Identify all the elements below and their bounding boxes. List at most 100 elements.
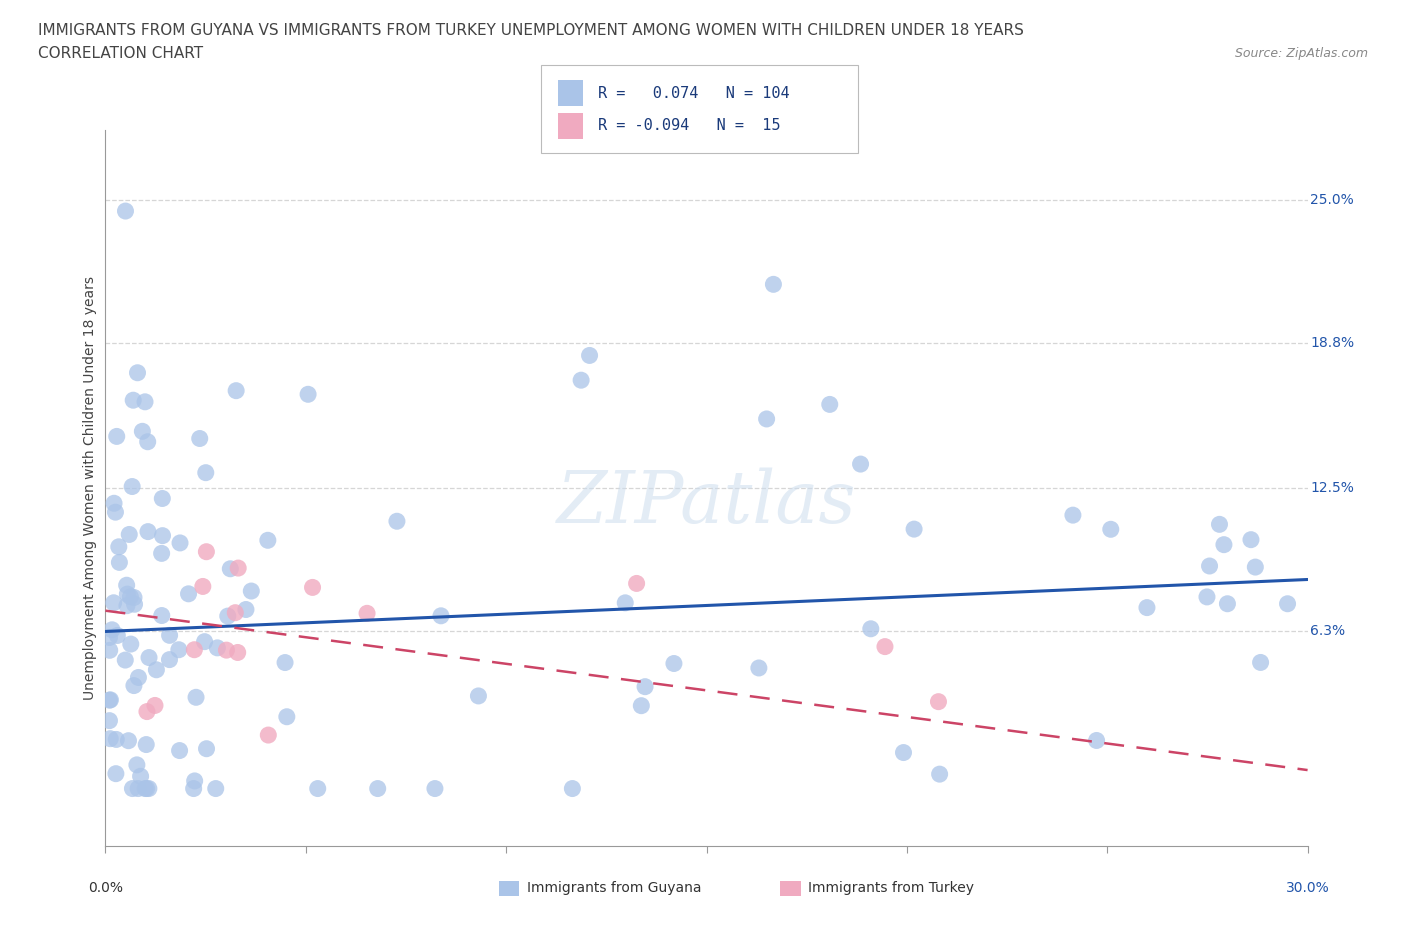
Point — [136, 434, 159, 449]
Point — [1240, 532, 1263, 547]
Point — [150, 491, 173, 506]
Text: 25.0%: 25.0% — [1310, 193, 1354, 206]
Point — [177, 587, 200, 602]
Point — [101, 622, 124, 637]
Point — [307, 781, 329, 796]
Point — [127, 781, 149, 796]
Text: 6.3%: 6.3% — [1310, 624, 1346, 639]
Point — [224, 605, 246, 620]
Point — [107, 539, 129, 554]
Point — [105, 732, 128, 747]
Point — [1136, 600, 1159, 615]
Point — [578, 348, 600, 363]
Point — [134, 394, 156, 409]
Point — [569, 373, 592, 388]
Point — [108, 555, 131, 570]
Point — [114, 204, 136, 219]
Text: CORRELATION CHART: CORRELATION CHART — [38, 46, 202, 61]
Point — [117, 733, 139, 748]
Point — [127, 365, 149, 380]
Point — [748, 660, 770, 675]
Point — [124, 597, 146, 612]
Point — [105, 628, 128, 643]
Point — [662, 656, 685, 671]
Point — [356, 605, 378, 620]
Point — [626, 576, 648, 591]
Point — [1099, 522, 1122, 537]
Text: IMMIGRANTS FROM GUYANA VS IMMIGRANTS FROM TURKEY UNEMPLOYMENT AMONG WOMEN WITH C: IMMIGRANTS FROM GUYANA VS IMMIGRANTS FRO… — [38, 23, 1024, 38]
Point — [131, 424, 153, 439]
Point — [188, 432, 211, 446]
Point — [367, 781, 389, 796]
Point — [152, 528, 174, 543]
Point — [115, 598, 138, 613]
Point — [118, 527, 141, 542]
Text: Immigrants from Guyana: Immigrants from Guyana — [527, 881, 702, 896]
Point — [194, 465, 217, 480]
Point — [195, 544, 218, 559]
Point — [614, 595, 637, 610]
Point — [276, 710, 298, 724]
Y-axis label: Unemployment Among Women with Children Under 18 years: Unemployment Among Women with Children U… — [83, 276, 97, 700]
Point — [204, 781, 226, 796]
Point — [121, 479, 143, 494]
Point — [903, 522, 925, 537]
Point — [98, 713, 121, 728]
Text: R =   0.074   N = 104: R = 0.074 N = 104 — [598, 86, 789, 100]
Point — [217, 608, 239, 623]
Point — [159, 628, 181, 643]
Point — [103, 595, 125, 610]
Point — [1198, 559, 1220, 574]
Point — [423, 781, 446, 796]
Point — [127, 670, 149, 684]
Point — [169, 536, 191, 551]
Point — [143, 698, 166, 713]
Point — [226, 645, 249, 660]
Point — [103, 496, 125, 511]
Point — [257, 727, 280, 742]
Point — [183, 781, 205, 796]
Point — [125, 757, 148, 772]
Point — [115, 578, 138, 592]
Point — [121, 781, 143, 796]
Point — [122, 678, 145, 693]
Point — [183, 774, 205, 789]
Point — [818, 397, 841, 412]
Point — [98, 731, 121, 746]
Point — [893, 745, 915, 760]
Point — [194, 634, 217, 649]
Point — [755, 411, 778, 426]
Point — [135, 737, 157, 752]
Point — [274, 655, 297, 670]
Point — [98, 643, 121, 658]
Point — [430, 608, 453, 623]
Point — [1250, 655, 1272, 670]
Point — [630, 698, 652, 713]
Point — [1277, 596, 1299, 611]
Point — [98, 630, 121, 644]
Text: 0.0%: 0.0% — [89, 881, 122, 895]
Point — [219, 562, 242, 577]
Point — [191, 579, 214, 594]
Point — [235, 602, 257, 617]
Text: 30.0%: 30.0% — [1285, 881, 1330, 895]
Point — [1195, 590, 1218, 604]
Point — [135, 781, 157, 796]
Point — [257, 533, 280, 548]
Text: Source: ZipAtlas.com: Source: ZipAtlas.com — [1234, 46, 1368, 60]
Point — [873, 639, 896, 654]
Text: 12.5%: 12.5% — [1310, 481, 1354, 496]
Point — [120, 637, 142, 652]
Text: 18.8%: 18.8% — [1310, 336, 1354, 350]
Point — [122, 392, 145, 407]
Point — [1062, 508, 1084, 523]
Point — [100, 693, 122, 708]
Point — [1208, 517, 1230, 532]
Point — [297, 387, 319, 402]
Point — [105, 429, 128, 444]
Point — [634, 679, 657, 694]
Point — [225, 383, 247, 398]
Text: R = -0.094   N =  15: R = -0.094 N = 15 — [598, 118, 780, 133]
Point — [159, 652, 181, 667]
Point — [98, 693, 121, 708]
